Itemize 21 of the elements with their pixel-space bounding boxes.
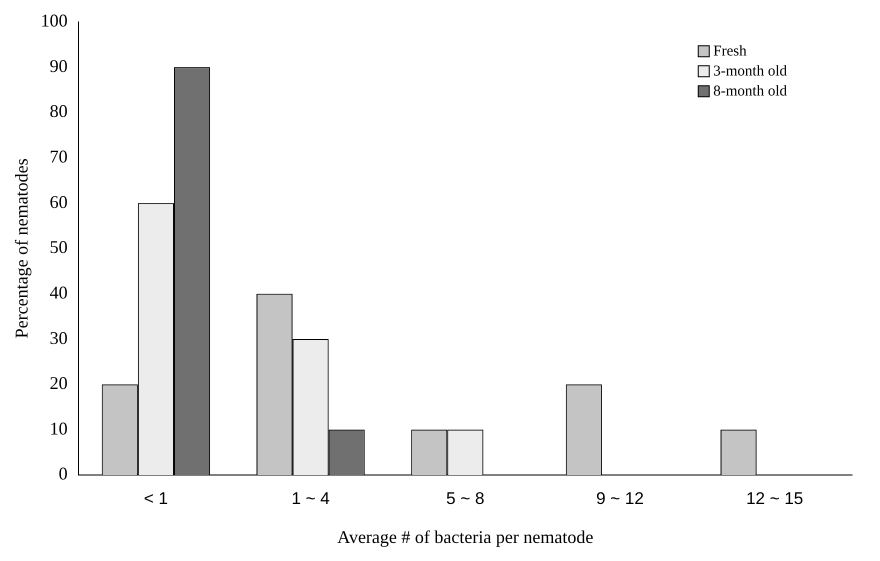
x-tick-label: 9 ~ 12: [596, 488, 644, 508]
y-tick-label: 10: [50, 418, 68, 438]
y-tick-label: 80: [50, 101, 68, 122]
x-tick-label: 12 ~ 15: [746, 488, 804, 508]
y-tick-label: 60: [50, 192, 68, 212]
legend-label: 8-month old: [713, 84, 788, 100]
legend-label: Fresh: [713, 44, 748, 60]
y-tick-label: 0: [58, 464, 68, 484]
legend-label: 3-month old: [713, 64, 788, 80]
y-tick-label: 100: [40, 10, 68, 31]
x-axis-title: Average # of bacteria per nematode: [337, 526, 594, 547]
y-tick-label: 40: [50, 282, 68, 302]
x-tick-label: < 1: [144, 488, 168, 508]
y-tick-label: 50: [50, 237, 68, 258]
x-tick-label: 5 ~ 8: [446, 488, 484, 508]
x-tick-label: 1 ~ 4: [291, 488, 330, 508]
y-tick-label: 30: [50, 328, 68, 348]
y-tick-label: 90: [50, 56, 68, 76]
y-tick-label: 70: [50, 146, 68, 166]
y-axis-title: Percentage of nematodes: [12, 158, 32, 338]
y-tick-label: 20: [50, 373, 68, 394]
